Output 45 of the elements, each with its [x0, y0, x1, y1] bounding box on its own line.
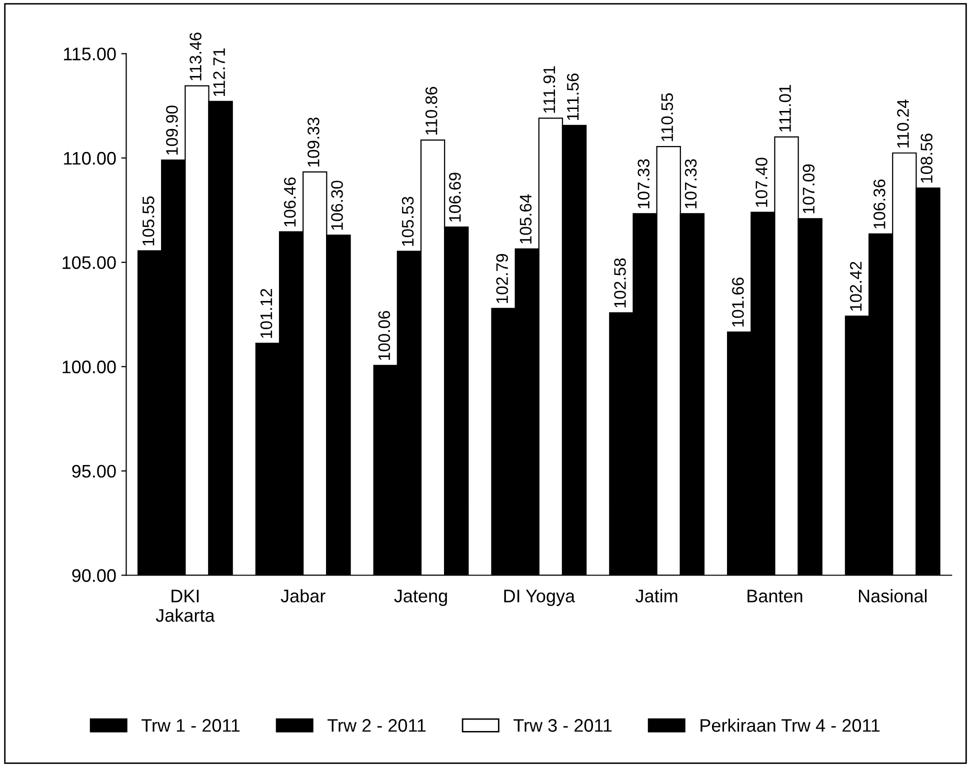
x-tick-label: Jabar [280, 589, 326, 602]
x-tick-label: DKI Jakarta [156, 590, 215, 622]
x-tick-label: Nasional [858, 589, 927, 602]
legend-label: Trw 1 - 2011 [142, 719, 240, 732]
data-label: 112.71 [213, 48, 225, 96]
data-label: 105.53 [402, 196, 414, 246]
y-tick-label: 95.00 [72, 464, 116, 478]
legend-label: Trw 3 - 2011 [514, 719, 612, 732]
data-label: 107.09 [802, 164, 815, 214]
data-label: 113.46 [190, 32, 202, 80]
data-label: 107.40 [756, 158, 768, 207]
data-label: 102.79 [496, 254, 508, 303]
data-label: 111.01 [779, 85, 791, 132]
x-tick-label: DI Yogya [504, 590, 576, 606]
data-label: 106.36 [874, 180, 886, 228]
y-tick-label: 90.00 [72, 569, 116, 582]
legend-label: Perkiraan Trw 4 - 2011 [700, 718, 880, 732]
y-tick-label: 115.00 [64, 48, 116, 60]
data-label: 102.42 [850, 262, 862, 311]
data-label: 106.46 [284, 177, 296, 226]
data-label: 111.56 [566, 74, 579, 120]
data-label: 107.33 [638, 159, 650, 208]
data-label: 108.56 [920, 134, 932, 183]
data-label: 102.58 [614, 258, 626, 308]
data-label: 101.12 [260, 288, 272, 338]
data-label: 106.69 [449, 172, 461, 222]
data-label: 105.55 [142, 196, 154, 246]
data-label: 100.06 [378, 310, 390, 360]
data-label: 101.66 [732, 278, 744, 327]
data-label: 107.33 [684, 159, 697, 208]
y-tick-label: 110.00 [64, 152, 116, 165]
y-tick-label: 105.00 [62, 256, 116, 270]
x-tick-label: Jatim [636, 589, 678, 602]
data-label: 109.90 [166, 106, 178, 155]
data-label: 109.33 [308, 118, 320, 167]
data-label: 110.86 [425, 86, 438, 135]
data-label: 105.64 [520, 194, 532, 244]
legend-label: Trw 2 - 2011 [328, 719, 426, 732]
data-label: 110.24 [897, 100, 909, 148]
data-label: 106.30 [331, 180, 343, 230]
data-label: 110.55 [661, 93, 674, 142]
data-label: 111.91 [543, 66, 556, 113]
y-tick-label: 100.00 [62, 360, 116, 374]
x-tick-label: Banten [748, 590, 802, 602]
x-tick-label: Jateng [394, 590, 447, 606]
